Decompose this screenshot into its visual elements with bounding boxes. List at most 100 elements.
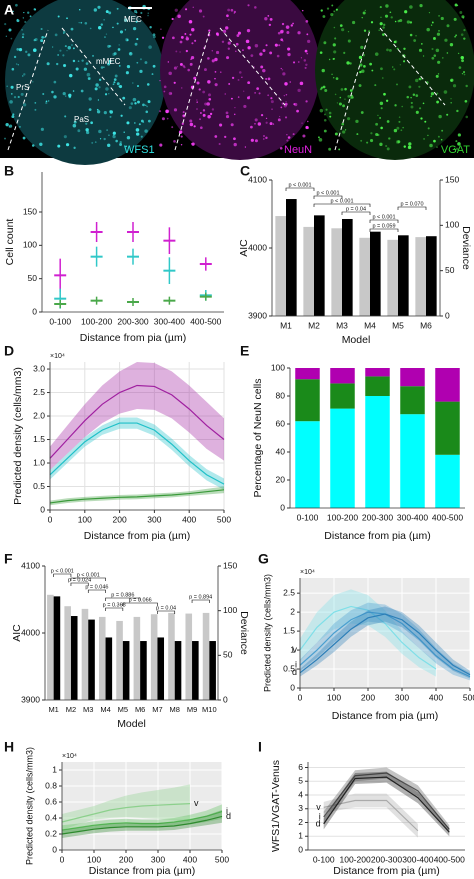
x-tick-label: 0 — [298, 692, 303, 702]
cell-dot — [147, 119, 151, 123]
cell-dot — [331, 73, 333, 76]
line — [61, 815, 223, 835]
cell-dot — [243, 104, 247, 109]
cell-dot — [88, 97, 92, 101]
cell-dot — [334, 37, 337, 40]
cell-dot — [281, 68, 284, 71]
cell-dot — [460, 33, 464, 36]
cell-dot — [388, 137, 391, 140]
cell-dot — [68, 93, 72, 98]
cell-dot — [347, 94, 351, 98]
cell-dot — [152, 33, 156, 37]
cell-dot — [437, 73, 440, 75]
cell-dot — [457, 52, 460, 55]
cell-dot — [23, 73, 26, 76]
y-axis-label: AIC — [238, 239, 250, 257]
cell-dot — [280, 106, 283, 109]
cell-dot — [296, 109, 299, 113]
bar — [70, 616, 78, 700]
cell-dot — [107, 62, 111, 66]
cell-dot — [17, 95, 20, 99]
cell-dot — [426, 27, 430, 32]
region-label: PaS — [74, 115, 89, 124]
cell-dot — [133, 122, 136, 124]
cell-dot — [410, 101, 413, 105]
cell-dot — [351, 94, 353, 97]
cell-dot — [94, 141, 97, 143]
cell-dot — [99, 138, 102, 140]
cell-dot — [87, 76, 91, 80]
cell-dot — [89, 27, 92, 30]
cell-dot — [450, 98, 452, 100]
cell-dot — [412, 93, 416, 96]
cell-dot — [247, 81, 251, 85]
bracket — [313, 203, 371, 207]
cell-dot — [13, 55, 17, 59]
cell-dot — [235, 50, 237, 53]
cell-dot — [355, 119, 359, 124]
series-label: i — [226, 806, 228, 816]
bar — [122, 641, 130, 700]
cell-dot — [51, 90, 54, 94]
cell-dot — [185, 37, 189, 41]
cell-dot — [80, 89, 84, 93]
annotation: p = 0.070 — [400, 201, 423, 207]
cell-dot — [126, 121, 130, 125]
cell-dot — [446, 113, 449, 116]
cell-dot — [211, 59, 215, 63]
axis — [61, 762, 222, 851]
cell-dot — [62, 30, 66, 34]
y-tick-label: 0.6 — [45, 796, 57, 806]
cell-dot — [463, 71, 465, 73]
cell-dot — [233, 142, 237, 147]
cell-dot — [115, 139, 118, 143]
cell-dot — [263, 135, 265, 137]
cell-dot — [419, 107, 422, 110]
cell-dot — [331, 4, 334, 7]
cell-dot — [342, 130, 346, 134]
cell-dot — [100, 23, 103, 26]
cell-dot — [112, 135, 116, 139]
cell-dot — [383, 23, 386, 27]
cell-dot — [305, 126, 308, 129]
cell-dot — [57, 15, 60, 18]
cell-dot — [77, 60, 80, 62]
line — [323, 772, 450, 830]
cell-dot — [146, 105, 148, 108]
cell-dot — [419, 3, 423, 8]
cell-dot — [221, 40, 225, 43]
x-tick-label: M3 — [336, 320, 348, 330]
cell-dot — [207, 80, 211, 84]
x-tick-label: 200-300 — [117, 316, 148, 326]
x-tick-label: 0 — [48, 514, 53, 524]
cell-dot — [320, 86, 324, 89]
cell-dot — [118, 64, 121, 67]
cell-dot — [436, 146, 438, 148]
cell-dot — [128, 106, 132, 110]
annotation: p = 0.059 — [372, 223, 395, 229]
cell-dot — [97, 99, 100, 101]
cell-dot — [22, 17, 25, 19]
cell-dot — [259, 52, 263, 56]
x-tick-label: 300 — [151, 854, 165, 864]
cell-dot — [454, 35, 456, 38]
y2-axis-label: Deviance — [238, 611, 250, 655]
cell-dot — [264, 17, 268, 21]
confidence-band — [50, 486, 224, 506]
cell-dot — [92, 54, 95, 57]
cell-dot — [136, 38, 139, 41]
cell-dot — [263, 138, 265, 140]
bracket — [122, 602, 158, 606]
cell-dot — [305, 19, 309, 23]
cell-dot — [254, 92, 256, 94]
cell-dot — [144, 104, 147, 107]
y-tick-label: 4100 — [248, 174, 267, 184]
y-tick-label: 0 — [298, 844, 303, 854]
bracket — [369, 228, 399, 232]
cell-dot — [277, 31, 281, 35]
cell-dot — [152, 64, 156, 68]
cell-dot — [290, 24, 293, 27]
annotation: p < 0.001 — [51, 568, 74, 574]
y-tick-label: 0 — [52, 844, 57, 854]
cell-dot — [431, 47, 434, 51]
